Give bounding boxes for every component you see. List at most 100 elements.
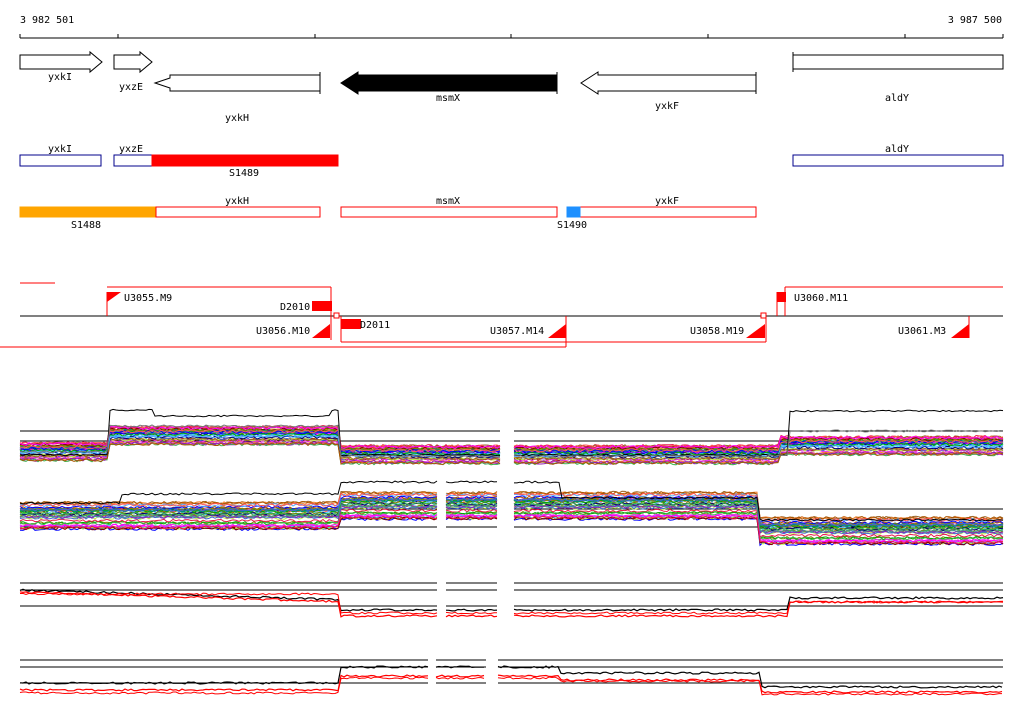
expression-trace <box>19 428 501 453</box>
tu-flag[interactable] <box>548 324 566 338</box>
gene-box-aldY[interactable] <box>792 54 1004 70</box>
expression-trace <box>19 514 438 528</box>
expression-trace <box>497 676 1002 696</box>
expression-panel-4 <box>19 659 1003 696</box>
tu-flag[interactable] <box>107 292 121 302</box>
gene-arrow-yxkF[interactable] <box>580 71 757 95</box>
expression-trace <box>445 513 498 518</box>
tu-label-D2010: D2010 <box>280 302 310 313</box>
expression-trace <box>19 491 438 506</box>
gene-label-yxkF: yxkF <box>655 101 679 112</box>
tu-label-U3061: U3061.M3 <box>898 326 946 337</box>
expression-trace <box>445 497 498 502</box>
tu-label-U3055: U3055.M9 <box>124 293 172 304</box>
expression-trace <box>435 674 485 678</box>
gene-arrow-yxzE[interactable] <box>113 50 153 74</box>
expression-trace <box>513 435 1004 450</box>
tu-flag[interactable] <box>312 324 330 338</box>
expression-trace <box>19 592 438 615</box>
expression-trace <box>19 492 438 507</box>
expression-trace <box>513 502 1004 532</box>
transcription-unit-track: U3055.M9 D2010 U3060.M11 U3056.M10 D2011… <box>0 282 1003 348</box>
expression-trace <box>19 437 501 461</box>
segment-yxkF[interactable] <box>579 206 757 218</box>
ruler-start-label: 3 982 501 <box>20 15 74 26</box>
segment-label-yxkH: yxkH <box>225 196 249 207</box>
gene-label-aldY: aldY <box>885 93 909 104</box>
expression-trace <box>19 665 429 685</box>
reverse-segment-track: S1488 yxkH msmX yxkF S1490 <box>19 196 757 231</box>
expression-trace <box>19 591 438 618</box>
expression-trace <box>497 665 1003 689</box>
segment-label-aldY: aldY <box>885 144 909 155</box>
expression-trace <box>445 480 498 484</box>
expression-trace <box>19 435 501 459</box>
tu-flag[interactable] <box>951 324 969 338</box>
gene-arrow-yxkH[interactable] <box>153 74 321 92</box>
expression-trace <box>19 676 429 695</box>
expression-trace <box>19 508 438 523</box>
expression-trace <box>513 442 1004 456</box>
tu-label-D2011: D2011 <box>360 320 390 331</box>
tu-label-U3056: U3056.M10 <box>256 326 310 337</box>
expression-trace <box>445 515 498 520</box>
trace-group-4 <box>19 665 1003 696</box>
segment-label-msmX: msmX <box>436 196 460 207</box>
ruler-end-label: 3 987 500 <box>948 15 1002 26</box>
expression-trace <box>446 511 498 516</box>
segment-label-S1488: S1488 <box>71 220 101 231</box>
expression-trace <box>513 439 1004 453</box>
expression-trace <box>513 596 1004 612</box>
expression-trace <box>514 480 1004 522</box>
tu-flag[interactable] <box>777 292 786 302</box>
gene-label-yxkH: yxkH <box>225 113 249 124</box>
tu-marker <box>333 312 340 319</box>
expression-trace <box>513 600 1004 615</box>
expression-trace <box>19 503 438 518</box>
tu-label-U3060: U3060.M11 <box>794 293 848 304</box>
expression-trace <box>435 665 484 669</box>
expression-trace <box>19 510 438 526</box>
tu-label-U3057: U3057.M14 <box>490 326 544 337</box>
segment-S1488[interactable] <box>19 206 157 218</box>
expression-trace <box>445 502 498 507</box>
gene-arrow-yxkI[interactable] <box>19 50 103 74</box>
expression-trace <box>514 440 1004 454</box>
expression-trace <box>513 447 1004 461</box>
expression-trace <box>19 495 438 510</box>
tu-box-D2010[interactable] <box>312 301 332 311</box>
tu-box-D2011[interactable] <box>341 319 361 329</box>
expression-trace <box>19 428 501 452</box>
segment-msmX[interactable] <box>340 206 558 218</box>
segment-label-yxkI: yxkI <box>48 144 72 155</box>
expression-trace <box>19 498 438 513</box>
expression-trace <box>19 440 501 465</box>
segment-S1490[interactable] <box>566 206 581 218</box>
gene-label-yxzE: yxzE <box>119 82 143 93</box>
tu-flag[interactable] <box>746 324 765 338</box>
segment-aldY[interactable] <box>792 154 1004 167</box>
expression-trace <box>19 426 501 450</box>
segment-label-yxkF: yxkF <box>655 196 679 207</box>
segment-label-yxzE: yxzE <box>119 144 143 155</box>
segment-yxkI[interactable] <box>19 154 102 167</box>
segment-S1489[interactable] <box>151 154 339 167</box>
expression-trace <box>19 441 501 465</box>
expression-panel-1 <box>19 408 1004 466</box>
segment-yxzE[interactable] <box>113 154 155 167</box>
tu-label-U3058: U3058.M19 <box>690 326 744 337</box>
expression-trace <box>445 611 498 615</box>
expression-trace <box>19 502 438 517</box>
expression-trace <box>435 676 485 680</box>
expression-trace <box>513 600 1004 618</box>
expression-trace <box>445 493 498 498</box>
gene-track: yxkI yxzE yxkH msmX yxkF aldY <box>19 50 1004 124</box>
forward-segment-track: yxkI yxzE S1489 aldY <box>19 144 1004 179</box>
segment-yxkH[interactable] <box>155 206 321 218</box>
expression-trace <box>19 511 438 526</box>
expression-trace <box>445 492 498 497</box>
expression-trace <box>19 588 438 612</box>
segment-label-S1490: S1490 <box>557 220 587 231</box>
gene-arrow-msmX[interactable] <box>340 71 558 95</box>
